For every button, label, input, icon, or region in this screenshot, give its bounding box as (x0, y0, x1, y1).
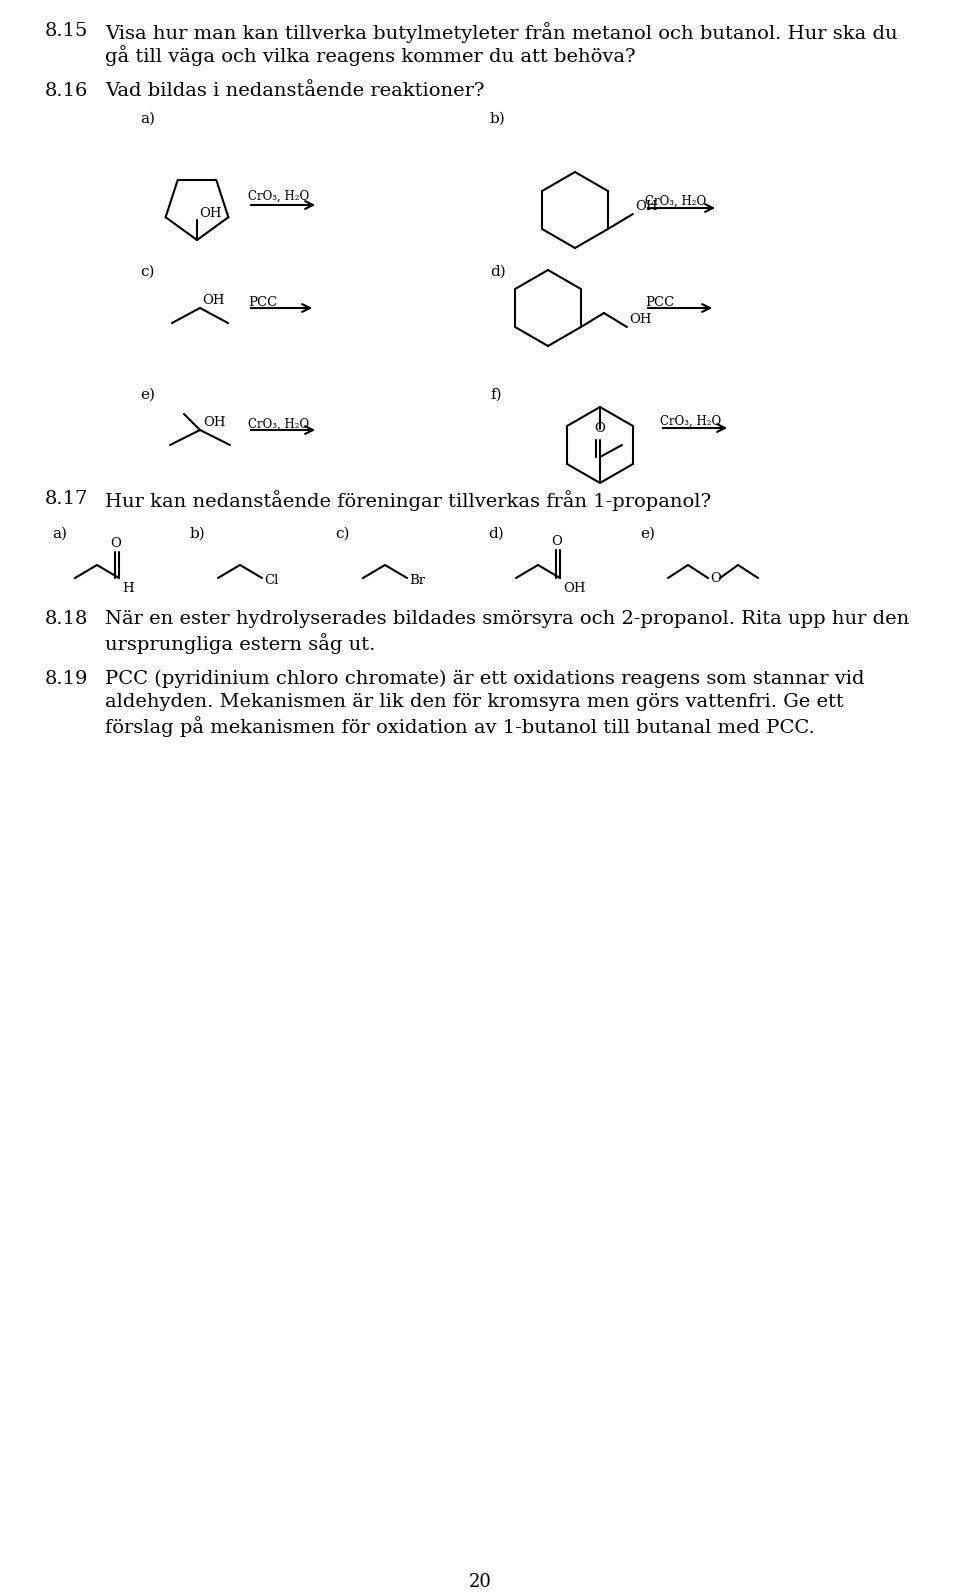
Text: OH: OH (635, 201, 658, 213)
Text: 8.19: 8.19 (45, 671, 88, 688)
Text: O: O (710, 572, 721, 585)
Text: O: O (110, 537, 121, 550)
Text: O: O (552, 535, 563, 548)
Text: Cl: Cl (264, 573, 278, 586)
Text: Vad bildas i nedanstående reaktioner?: Vad bildas i nedanstående reaktioner? (105, 81, 485, 100)
Text: 8.18: 8.18 (45, 610, 88, 628)
Text: d): d) (488, 527, 504, 542)
Text: O: O (594, 422, 606, 435)
Text: Hur kan nedanstående föreningar tillverkas från 1-propanol?: Hur kan nedanstående föreningar tillverk… (105, 491, 711, 511)
Text: När en ester hydrolyserades bildades smörsyra och 2-propanol. Rita upp hur den: När en ester hydrolyserades bildades smö… (105, 610, 909, 628)
Text: OH: OH (199, 207, 222, 220)
Text: e): e) (640, 527, 655, 542)
Text: PCC: PCC (248, 296, 277, 309)
Text: f): f) (490, 389, 502, 401)
Text: OH: OH (629, 312, 652, 327)
Text: 8.16: 8.16 (45, 81, 88, 100)
Text: c): c) (140, 264, 155, 279)
Text: aldehyden. Mekanismen är lik den för kromsyra men görs vattenfri. Ge ett: aldehyden. Mekanismen är lik den för kro… (105, 693, 844, 710)
Text: 8.17: 8.17 (45, 491, 88, 508)
Text: b): b) (490, 112, 506, 126)
Text: c): c) (335, 527, 349, 542)
Text: PCC: PCC (645, 296, 674, 309)
Text: CrO₃, H₂O: CrO₃, H₂O (248, 190, 309, 202)
Text: e): e) (140, 389, 155, 401)
Text: Br: Br (409, 573, 425, 586)
Text: d): d) (490, 264, 506, 279)
Text: ursprungliga estern såg ut.: ursprungliga estern såg ut. (105, 632, 375, 655)
Text: gå till väga och vilka reagens kommer du att behöva?: gå till väga och vilka reagens kommer du… (105, 45, 636, 65)
Text: CrO₃, H₂O: CrO₃, H₂O (645, 194, 707, 209)
Text: OH: OH (563, 581, 586, 596)
Text: OH: OH (203, 416, 226, 429)
Text: Visa hur man kan tillverka butylmetyleter från metanol och butanol. Hur ska du: Visa hur man kan tillverka butylmetylete… (105, 22, 898, 43)
Text: 20: 20 (468, 1572, 492, 1591)
Text: förslag på mekanismen för oxidation av 1-butanol till butanal med PCC.: förslag på mekanismen för oxidation av 1… (105, 715, 815, 738)
Text: b): b) (190, 527, 205, 542)
Text: OH: OH (202, 295, 225, 307)
Text: a): a) (52, 527, 67, 542)
Text: CrO₃, H₂O: CrO₃, H₂O (248, 417, 309, 432)
Text: 8.15: 8.15 (45, 22, 88, 40)
Text: PCC (pyridinium chloro chromate) är ett oxidations reagens som stannar vid: PCC (pyridinium chloro chromate) är ett … (105, 671, 865, 688)
Text: a): a) (140, 112, 155, 126)
Text: CrO₃, H₂O: CrO₃, H₂O (660, 416, 721, 429)
Text: H: H (122, 581, 133, 596)
